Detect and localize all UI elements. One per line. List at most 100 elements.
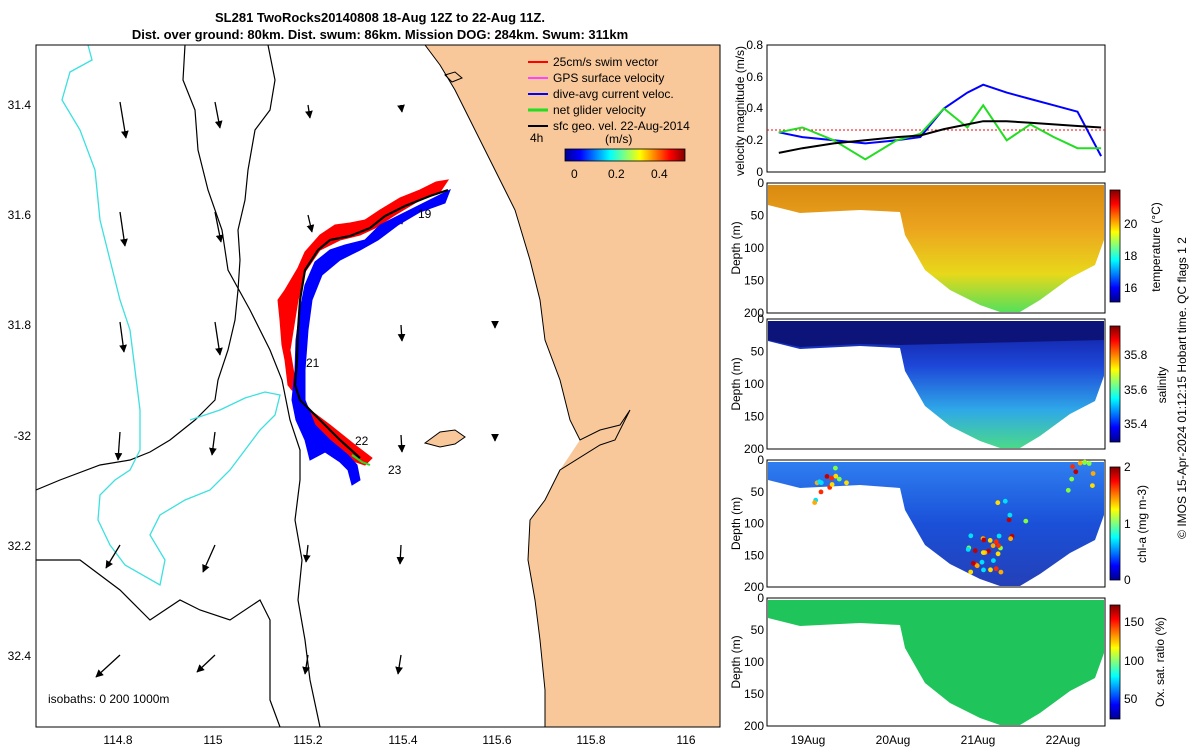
temperature-field xyxy=(768,185,1104,312)
chla-dot xyxy=(988,567,993,573)
depth-tick: 0 xyxy=(757,176,764,190)
chla-dot xyxy=(829,475,834,481)
geo-arrow xyxy=(214,321,223,356)
interval-label: 4h xyxy=(530,131,543,145)
legend-swim: 25cm/s swim vector xyxy=(553,55,658,69)
imos-credit: © IMOS 15-Apr-2024 01:12:15 Hobart time.… xyxy=(1175,237,1189,539)
chla-dot xyxy=(818,489,824,495)
oxygen-colorbar-label: Ox. sat. ratio (%) xyxy=(1153,617,1167,707)
depth-tick: 50 xyxy=(751,345,765,359)
chla-colorbar-label: chl-a (mg m-3) xyxy=(1135,485,1149,563)
chla-dot xyxy=(1090,483,1095,488)
chla-dot xyxy=(1002,498,1008,504)
geo-arrow xyxy=(395,654,403,675)
temperature-colorbar-label: temperature (°C) xyxy=(1149,202,1163,292)
oxygen-colorbar xyxy=(1109,604,1121,720)
salinity-upper-layer xyxy=(768,321,1104,347)
sal-cbar-tick: 35.8 xyxy=(1124,348,1148,362)
depth-tick: 50 xyxy=(751,209,765,223)
chla-dot xyxy=(1086,461,1092,466)
geo-arrow xyxy=(95,654,121,678)
land-island xyxy=(444,71,463,83)
depth-ylabel: Depth (m) xyxy=(729,497,743,550)
geo-arrow xyxy=(119,101,129,139)
map-ytick: 31.4 xyxy=(8,98,32,112)
map-axes-box xyxy=(35,44,721,728)
legend-net: net glider velocity xyxy=(553,103,646,117)
vel-ytick: 0.6 xyxy=(746,70,763,84)
map-xtick: 115 xyxy=(203,733,222,747)
coastline xyxy=(424,45,631,727)
geo-arrow xyxy=(302,654,310,675)
geo-arrow xyxy=(302,544,311,563)
glider-track xyxy=(277,179,451,486)
chla-dot xyxy=(981,567,986,573)
sal-cbar-tick: 35.6 xyxy=(1124,383,1148,397)
depth-ylabel: Depth (m) xyxy=(729,635,743,688)
chla-dot xyxy=(986,548,991,554)
colorbar-tick-0: 0 xyxy=(571,167,578,181)
temperature-colorbar xyxy=(1109,189,1121,303)
geo-arrow xyxy=(119,321,127,353)
depth-tick: 50 xyxy=(751,623,765,637)
colorbar-tick-0.4: 0.4 xyxy=(651,167,668,181)
vel-ytick: 0.8 xyxy=(746,38,763,52)
ox-cbar-tick: 100 xyxy=(1124,654,1144,668)
title-line-2: Dist. over ground: 80km. Dist. swum: 86k… xyxy=(131,27,629,42)
geo-arrow xyxy=(396,544,405,565)
map-ytick: -32 xyxy=(14,429,32,443)
chla-dot xyxy=(1006,517,1012,523)
depth-tick: 200 xyxy=(744,580,764,594)
map-xtick: 115.2 xyxy=(293,733,322,747)
chla-dot xyxy=(996,543,1001,548)
chla-dot xyxy=(836,476,842,482)
geo-arrow xyxy=(119,211,128,247)
chla-dot xyxy=(995,500,1001,506)
geo-velocity-arrows xyxy=(95,101,499,678)
chla-dot xyxy=(1008,536,1013,542)
chla-dot xyxy=(993,566,999,572)
geo-arrow xyxy=(306,214,315,233)
map-legend: 25cm/s swim vector GPS surface velocity … xyxy=(528,55,690,181)
depth-tick: 0 xyxy=(757,591,764,605)
chla-dot xyxy=(844,480,849,486)
map-y-ticks: 31.4 31.6 31.8 -32 32.2 32.4 xyxy=(8,98,32,663)
title-line-1: SL281 TwoRocks20140808 18-Aug 12Z to 22-… xyxy=(215,10,545,25)
chla-dot xyxy=(1073,469,1079,475)
day-marks: 19 21 22 23 xyxy=(306,207,432,477)
chl-cbar-tick: 1 xyxy=(1124,517,1131,531)
time-tick: 19Aug xyxy=(791,733,826,747)
velocity-series-line-0 xyxy=(778,83,1102,157)
oxygen-panel: 150 100 50 Ox. sat. ratio (%) xyxy=(766,597,1167,727)
map-ytick: 31.6 xyxy=(8,208,32,222)
map-ytick: 31.8 xyxy=(8,318,32,332)
chla-dot xyxy=(1090,471,1096,476)
colorbar-title: (m/s) xyxy=(605,132,632,146)
chla-dot xyxy=(1077,460,1083,466)
chla-dot xyxy=(991,558,996,563)
map-panel: 19 21 22 23 25cm/s swim vector GPS surfa… xyxy=(8,44,721,747)
geo-arrow xyxy=(214,211,224,243)
chla-dot xyxy=(1070,464,1075,469)
chla-dot xyxy=(817,479,822,485)
chla-dot xyxy=(829,482,835,487)
time-tick: 21Aug xyxy=(961,733,996,747)
geo-arrow xyxy=(196,654,216,673)
chla-dot xyxy=(812,500,818,505)
chla-dot xyxy=(970,560,976,566)
oxygen-field xyxy=(768,600,1104,725)
vel-ytick: 0.4 xyxy=(746,101,763,115)
chla-dot xyxy=(998,569,1004,575)
temp-cbar-tick: 20 xyxy=(1124,217,1138,231)
isobath-shallow xyxy=(61,45,281,587)
time-axis: 19Aug 20Aug 21Aug 22Aug xyxy=(791,733,1081,747)
depth-tick: 200 xyxy=(744,306,764,320)
velocity-series xyxy=(778,83,1102,161)
map-xtick: 114.8 xyxy=(103,733,132,747)
velocity-panel: 0 0.2 0.4 0.6 0.8 velocity magnitude (m/… xyxy=(733,38,1106,179)
isobath-label: isobaths: 0 200 1000m xyxy=(48,692,169,706)
depth-tick: 100 xyxy=(744,377,764,391)
depth-axes: 0 50 100 150 200 Depth (m) 0 50 100 150 200 Depth (… xyxy=(729,176,764,733)
depth-ylabel: Depth (m) xyxy=(729,357,743,410)
depth-tick: 100 xyxy=(744,655,764,669)
